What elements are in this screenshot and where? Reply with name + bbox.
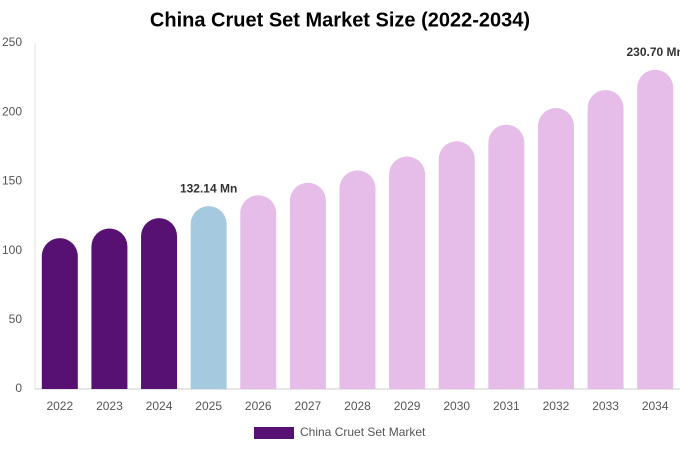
bar: [587, 90, 624, 390]
y-tick-label: 200: [2, 104, 22, 118]
x-tick-label: 2030: [443, 399, 470, 413]
x-tick-label: 2026: [245, 399, 272, 413]
data-label: 230.70 Mn: [627, 45, 680, 59]
x-tick-label: 2029: [394, 399, 421, 413]
legend-label: China Cruet Set Market: [300, 425, 426, 439]
bar: [240, 195, 277, 389]
x-tick-label: 2025: [195, 399, 222, 413]
bar: [637, 69, 674, 390]
x-tick-label: 2031: [493, 399, 520, 413]
data-label: 132.14 Mn: [180, 181, 237, 195]
bar: [190, 206, 227, 389]
y-tick-label: 250: [2, 35, 22, 49]
x-tick-label: 2022: [46, 399, 73, 413]
bar: [488, 124, 525, 390]
bar: [389, 156, 426, 389]
y-tick-label: 0: [15, 381, 22, 395]
x-tick-label: 2034: [642, 399, 669, 413]
x-tick-label: 2024: [146, 399, 173, 413]
x-tick-label: 2023: [96, 399, 123, 413]
bar: [289, 182, 326, 389]
y-tick-label: 50: [9, 312, 23, 326]
bar: [41, 238, 78, 389]
x-tick-label: 2028: [344, 399, 371, 413]
chart-title: China Cruet Set Market Size (2022-2034): [150, 9, 530, 31]
bar: [537, 108, 574, 389]
bar: [339, 170, 376, 389]
x-tick-label: 2033: [592, 399, 619, 413]
bar: [438, 141, 475, 389]
y-tick-label: 100: [2, 243, 22, 257]
x-tick-label: 2032: [543, 399, 570, 413]
bar: [141, 218, 178, 389]
legend-swatch: [254, 427, 294, 439]
x-tick-label: 2027: [295, 399, 322, 413]
y-tick-label: 150: [2, 174, 22, 188]
bar: [91, 228, 128, 389]
